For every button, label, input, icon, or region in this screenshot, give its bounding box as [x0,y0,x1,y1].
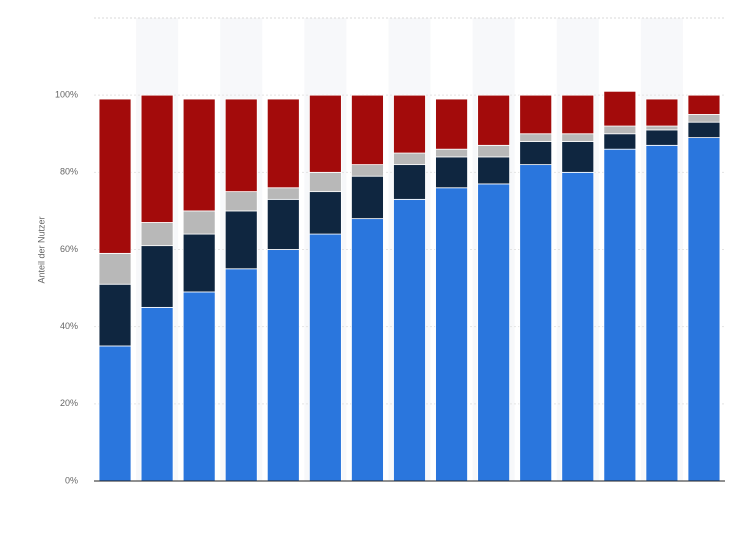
bar-segment [561,141,595,173]
bar-segment [477,183,511,482]
bar-segment [308,191,342,235]
bar-segment [519,141,553,166]
bar-segment [519,164,553,482]
bar-segment [603,148,637,482]
bar-segment [645,98,679,127]
bar-segment [351,218,384,482]
bar-segment [224,210,258,270]
y-tick-label: 40% [60,321,78,331]
bar-segment [308,94,342,173]
bar-segment [140,94,174,223]
bar-segment [561,94,595,135]
bar-segment [519,133,553,142]
bar-segment [182,291,216,482]
bar-segment [603,90,637,127]
y-tick-label: 0% [65,475,78,485]
bar-segment [266,249,300,482]
bar-segment [645,129,679,146]
y-tick-label: 100% [55,90,78,100]
bar-segment [477,144,511,158]
bar-segment [140,245,174,308]
bar-segment [393,198,426,482]
bar-segment [182,210,216,235]
y-tick-label: 20% [60,398,78,408]
bar-segment [687,114,721,123]
bar-segment [266,187,300,200]
y-axis-label: Anteil der Nutzer [36,216,46,283]
bar-segment [351,94,384,166]
bar-segment [393,152,426,166]
bar-segment [308,171,342,193]
bar-segment [140,306,174,482]
bar-segment [98,345,132,482]
bar-segment [98,98,132,254]
bar-segment [687,94,721,115]
bar-segment [224,191,258,212]
bar-segment [645,125,679,131]
bar-segment [224,98,258,193]
bar-segment [98,252,132,285]
bar-segment [561,133,595,142]
bar-segment [182,233,216,293]
bar-segment [435,148,468,158]
bar-segment [687,137,721,482]
bar-segment [266,98,300,189]
bar-segment [435,187,468,482]
bar-segment [393,164,426,200]
bar-segment [435,98,468,150]
bar-segment [603,125,637,135]
bar-segment [393,94,426,154]
bar-segment [351,175,384,220]
bar-segment [561,171,595,482]
bar-segment [308,233,342,482]
bar-segment [140,222,174,247]
bar-segment [477,94,511,146]
bar-segment [351,164,384,177]
bar-segment [182,98,216,212]
bar-segment [435,156,468,189]
bar-segment [519,94,553,135]
bar-segment [477,156,511,185]
y-tick-label: 60% [60,244,78,254]
bar-segment [266,198,300,250]
bar-segment [645,144,679,482]
bar-segment [603,133,637,150]
bar-segment [687,121,721,139]
y-tick-label: 80% [60,167,78,177]
bar-segment [224,268,258,482]
bar-segment [98,283,132,347]
